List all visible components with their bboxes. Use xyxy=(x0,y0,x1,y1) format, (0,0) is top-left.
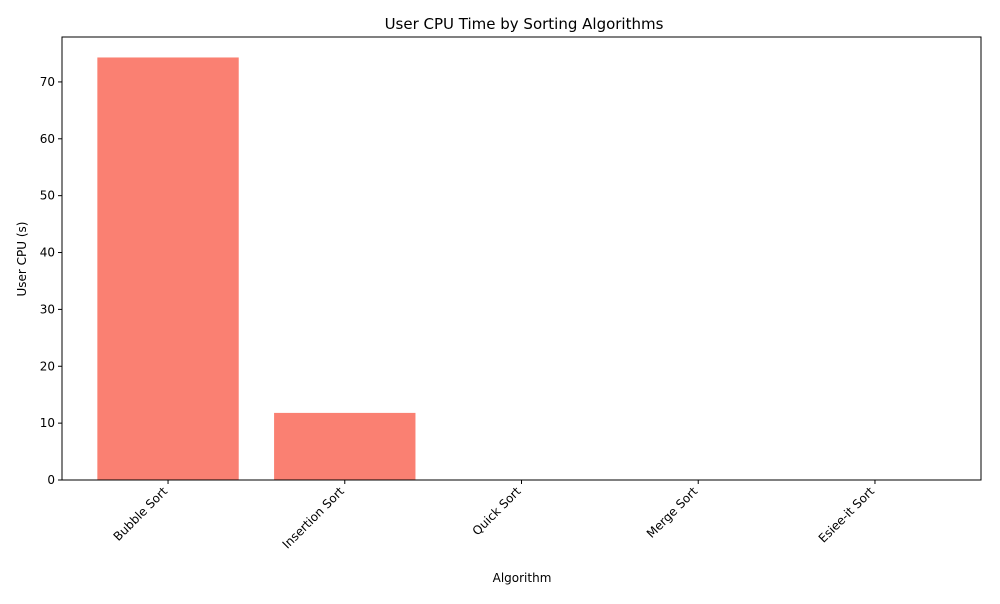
y-tick-label: 60 xyxy=(40,132,55,146)
x-tick-label: Insertion Sort xyxy=(280,484,347,551)
bars-group xyxy=(97,57,945,480)
y-axis-label: User CPU (s) xyxy=(15,222,29,297)
x-tick-label: Quick Sort xyxy=(470,484,524,538)
x-tick-label: Merge Sort xyxy=(644,484,701,541)
chart-title: User CPU Time by Sorting Algorithms xyxy=(385,15,664,33)
y-tick-label: 20 xyxy=(40,359,55,373)
y-tick-label: 50 xyxy=(40,189,55,203)
y-tick-label: 40 xyxy=(40,246,55,260)
bar xyxy=(97,57,238,480)
x-tick-label: Esiee-it Sort xyxy=(816,484,878,546)
x-axis-label: Algorithm xyxy=(493,571,552,585)
y-tick-label: 70 xyxy=(40,75,55,89)
y-tick-label: 30 xyxy=(40,302,55,316)
x-tick-label: Bubble Sort xyxy=(111,484,171,544)
y-tick-label: 10 xyxy=(40,416,55,430)
y-tick-label: 0 xyxy=(47,473,55,487)
y-axis: 0 10 20 30 40 50 60 70 xyxy=(40,75,62,487)
bar xyxy=(274,413,415,480)
x-axis: Bubble Sort Insertion Sort Quick Sort Merge… xyxy=(111,480,878,551)
